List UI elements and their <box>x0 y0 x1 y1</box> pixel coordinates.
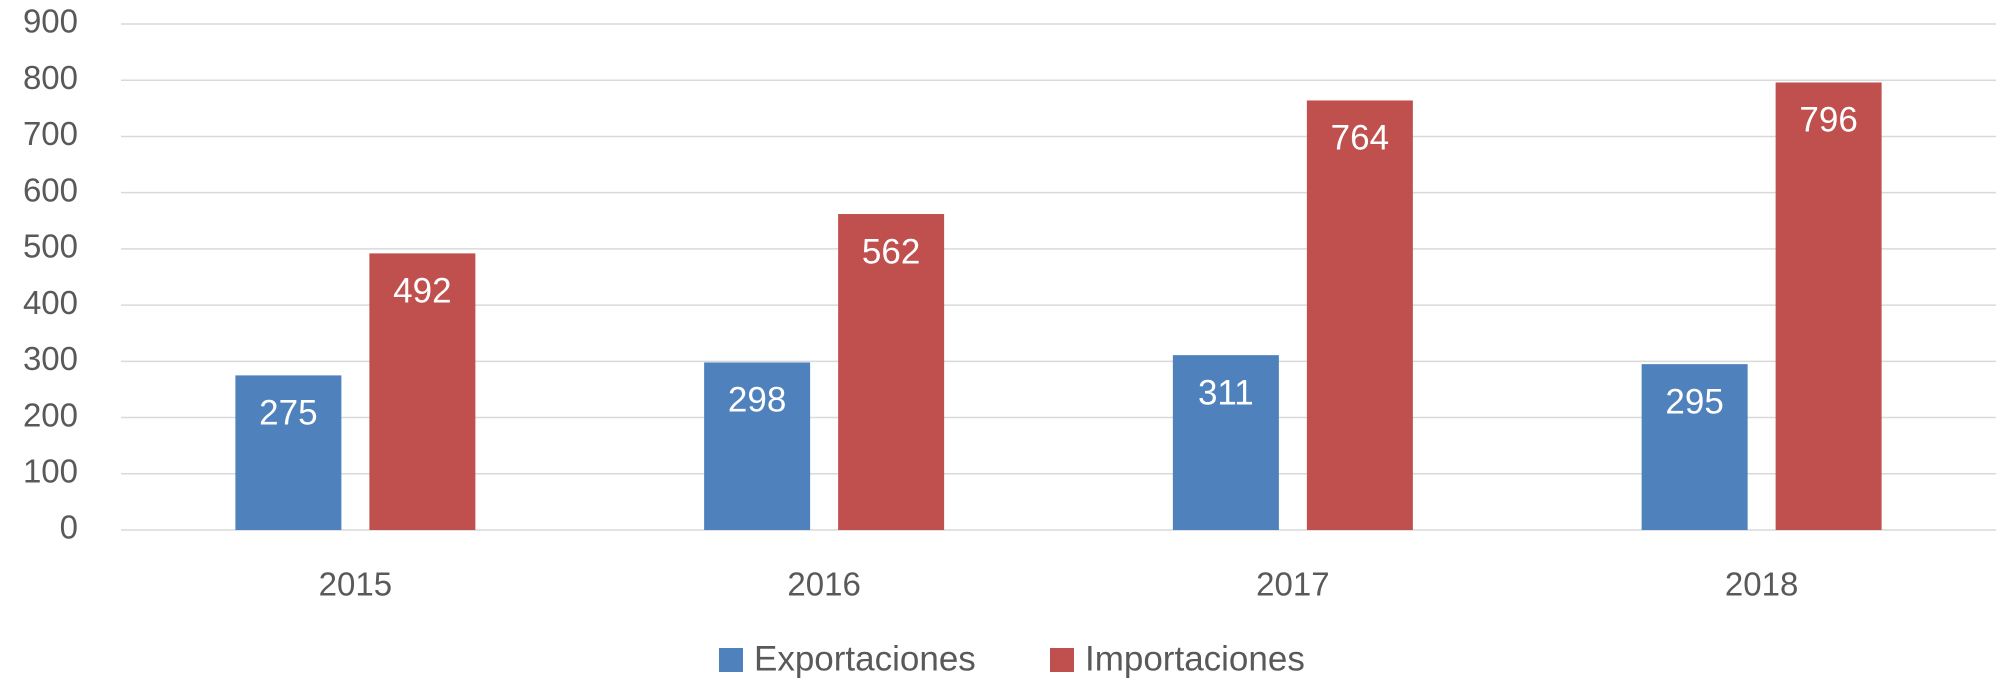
y-tick-label: 700 <box>23 115 78 152</box>
data-label: 311 <box>1198 373 1254 412</box>
bar <box>1306 100 1413 530</box>
bar <box>235 375 342 530</box>
data-label: 562 <box>862 232 920 271</box>
legend-swatch <box>719 648 743 672</box>
data-label: 492 <box>393 272 451 311</box>
data-label: 295 <box>1665 382 1723 421</box>
bar <box>704 362 811 530</box>
y-tick-label: 400 <box>23 284 78 321</box>
y-tick-label: 0 <box>60 509 78 546</box>
x-tick-label: 2017 <box>1256 566 1329 603</box>
data-label: 298 <box>728 381 786 420</box>
data-label: 796 <box>1799 101 1857 140</box>
y-tick-label: 900 <box>23 3 78 40</box>
bar <box>1172 355 1279 530</box>
x-tick-label: 2016 <box>787 566 860 603</box>
bar <box>369 253 476 531</box>
data-label: 764 <box>1331 119 1389 158</box>
y-tick-label: 200 <box>23 396 78 433</box>
x-tick-label: 2015 <box>319 566 392 603</box>
x-tick-label: 2018 <box>1725 566 1798 603</box>
legend-label: Importaciones <box>1085 639 1305 678</box>
legend-label: Exportaciones <box>754 639 976 678</box>
bar <box>1641 364 1748 530</box>
y-tick-label: 600 <box>23 171 78 208</box>
bar <box>1775 82 1882 531</box>
bar <box>838 214 945 530</box>
y-tick-label: 100 <box>23 452 78 489</box>
legend-swatch <box>1050 648 1074 672</box>
y-tick-label: 800 <box>23 59 78 96</box>
y-tick-label: 300 <box>23 340 78 377</box>
y-tick-label: 500 <box>23 228 78 265</box>
data-label: 275 <box>259 394 317 433</box>
